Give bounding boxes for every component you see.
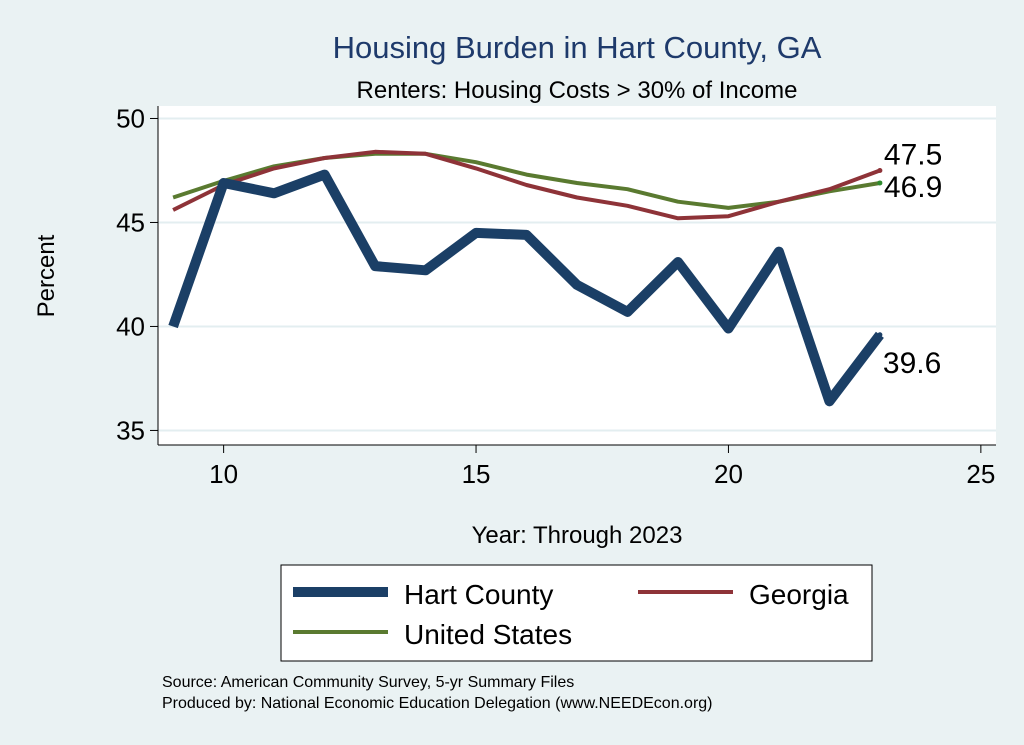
chart-subtitle: Renters: Housing Costs > 30% of Income	[357, 77, 798, 104]
end-value-label: 47.5	[884, 138, 942, 171]
legend-label: Georgia	[749, 579, 849, 610]
end-value-label: 46.9	[884, 171, 942, 204]
x-tick-label: 10	[209, 459, 238, 489]
legend-label: United States	[404, 619, 572, 650]
end-point	[877, 180, 883, 186]
y-axis-title: Percent	[33, 234, 60, 317]
series-line-hart-county	[168, 169, 884, 407]
end-labels: 39.6 47.546.9	[877, 138, 942, 380]
end-value-label: 39.6	[883, 347, 941, 380]
legend-items: Hart County Georgia United States	[293, 579, 849, 650]
x-tick-label: 15	[462, 459, 491, 489]
producer-note: Produced by: National Economic Education…	[162, 695, 713, 712]
legend-box	[280, 564, 873, 662]
y-tick-label: 45	[116, 207, 145, 237]
end-point	[877, 332, 883, 338]
plot-area	[158, 106, 996, 445]
gridlines	[158, 117, 996, 432]
x-tick-label: 25	[966, 459, 995, 489]
source-note: Source: American Community Survey, 5-yr …	[162, 674, 574, 691]
axes: 35 40 45 50 10 15 20 25	[116, 103, 996, 489]
x-axis-title: Year: Through 2023	[472, 522, 683, 549]
y-tick-label: 35	[116, 415, 145, 445]
legend: Hart County Georgia United States	[280, 564, 873, 662]
series-lines	[168, 149, 884, 407]
end-point	[877, 167, 883, 173]
legend-label: Hart County	[404, 579, 553, 610]
y-tick-label: 50	[116, 103, 145, 133]
chart-title: Housing Burden in Hart County, GA	[333, 30, 822, 65]
y-tick-label: 40	[116, 311, 145, 341]
series-line-georgia	[172, 149, 881, 221]
x-tick-label: 20	[714, 459, 743, 489]
